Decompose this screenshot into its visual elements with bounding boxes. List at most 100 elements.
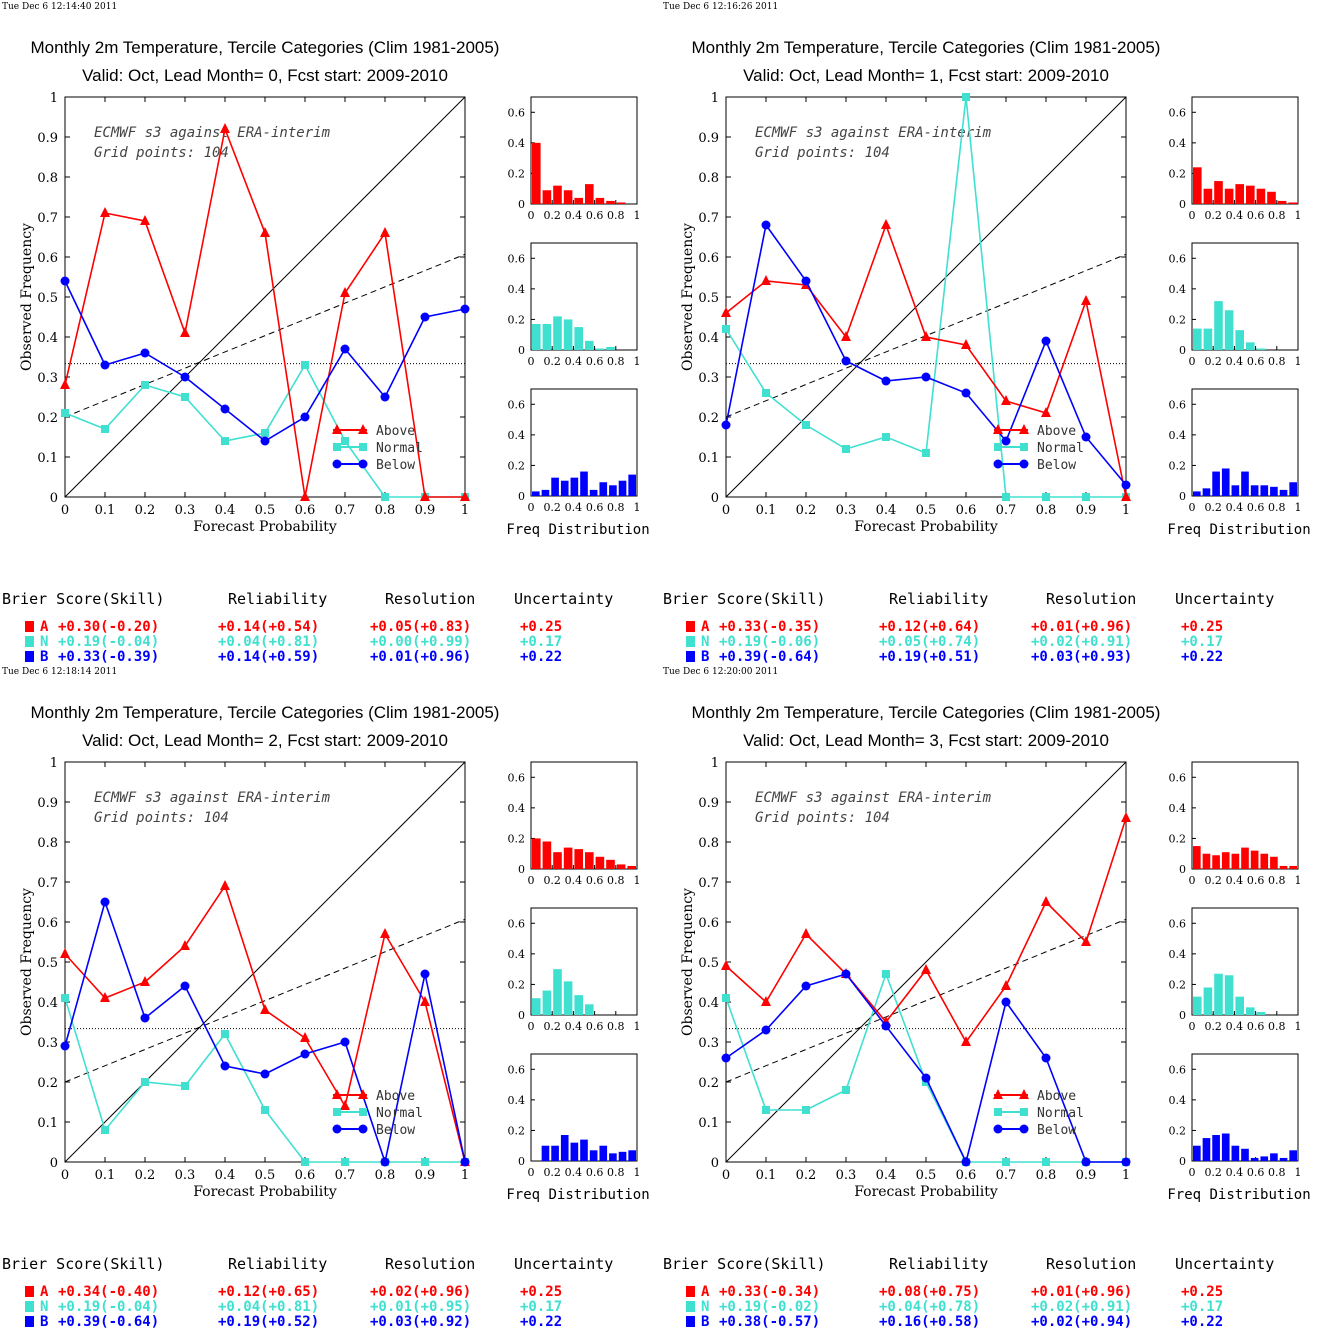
data-point-below	[881, 376, 891, 386]
hist-x-tick-label: 0.8	[1268, 1166, 1286, 1179]
score-category-swatch	[686, 651, 695, 662]
data-point-above	[721, 960, 731, 970]
y-tick-label: 0.1	[698, 451, 719, 466]
score-category-swatch	[25, 1301, 34, 1312]
hist-y-tick-label: 0.2	[508, 459, 526, 472]
hist-y-tick-label: 0.2	[508, 832, 526, 845]
histogram-bar	[542, 324, 552, 350]
histogram-bar	[553, 316, 562, 350]
histogram-bar	[589, 1150, 598, 1161]
data-point-normal	[261, 429, 269, 437]
score-category-swatch	[686, 1301, 695, 1312]
y-tick-label: 0.2	[698, 411, 719, 426]
histogram-bar	[1231, 853, 1240, 869]
data-point-above	[180, 940, 190, 950]
hist-x-tick-label: 0.6	[586, 1020, 604, 1033]
x-tick-label: 0.7	[996, 1168, 1017, 1183]
hist-x-tick-label: 0.2	[1204, 209, 1222, 222]
hist-x-tick-label: 0.8	[1268, 874, 1286, 887]
data-point-normal	[1002, 1158, 1010, 1166]
data-point-below	[220, 404, 230, 414]
histogram-bar	[542, 190, 552, 204]
chart-title: Monthly 2m Temperature, Tercile Categori…	[692, 703, 1161, 722]
histogram-bar	[1241, 471, 1249, 496]
hist-y-tick-label: 0.6	[1169, 1063, 1187, 1076]
legend-label-normal: Normal	[376, 1106, 423, 1121]
data-point-normal	[1082, 493, 1090, 501]
hist-x-tick-label: 0.2	[543, 1020, 561, 1033]
data-point-normal	[221, 437, 229, 445]
hist-x-tick-label: 0	[528, 1020, 535, 1033]
score-header: Reliability	[228, 1255, 327, 1273]
x-tick-label: 0.7	[996, 503, 1017, 518]
legend-label-below: Below	[1037, 458, 1076, 473]
y-tick-label: 0	[711, 491, 719, 506]
y-tick-label: 0.8	[37, 836, 58, 851]
score-value: +0.25	[520, 619, 562, 635]
data-point-below	[801, 276, 811, 286]
score-header: Uncertainty	[1175, 590, 1274, 608]
histogram-bar	[595, 197, 605, 204]
hist-y-tick-label: 0.6	[508, 106, 526, 119]
hist-y-tick-label: 0.4	[508, 802, 526, 815]
chart-title: Monthly 2m Temperature, Tercile Categori…	[31, 38, 500, 57]
histogram-bar	[551, 477, 559, 496]
data-point-below	[180, 981, 190, 991]
hist-y-tick-label: 0.4	[1169, 1094, 1187, 1107]
histogram-bar	[563, 847, 573, 869]
x-tick-label: 0.5	[916, 1168, 937, 1183]
x-axis-label: Forecast Probability	[193, 1184, 337, 1200]
histogram-bar	[618, 480, 627, 496]
histogram-bar	[1235, 184, 1244, 204]
histogram-above: 00.20.40.60 0.2 0.4 0.6 0.8 1	[508, 96, 641, 222]
score-category-letter: N	[40, 1299, 48, 1315]
hist-y-tick-label: 0.6	[508, 398, 526, 411]
score-value: +0.30(-0.20)	[58, 619, 159, 635]
hist-y-tick-label: 0.6	[508, 252, 526, 265]
data-point-above	[801, 928, 811, 938]
score-table: Brier Score(Skill) Reliability Resolution U…	[2, 1255, 613, 1330]
score-value: +0.08(+0.75)	[879, 1284, 980, 1300]
data-point-normal	[341, 1158, 349, 1166]
y-tick-label: 0.8	[37, 171, 58, 186]
histogram-bar	[1193, 491, 1201, 496]
y-tick-label: 1	[711, 756, 719, 771]
x-tick-label: 0.2	[796, 503, 817, 518]
data-point-below	[300, 1049, 310, 1059]
histogram-bar	[574, 849, 583, 869]
y-tick-label: 0.6	[698, 251, 719, 266]
histogram-bar	[580, 471, 588, 496]
histogram-bar	[1277, 200, 1287, 204]
hist-x-tick-label: 0.8	[607, 1020, 625, 1033]
data-point-below	[841, 969, 851, 979]
perfect-reliability-line	[725, 96, 1127, 498]
hist-y-tick-label: 0.4	[508, 283, 526, 296]
histogram-bar	[1221, 1133, 1230, 1161]
data-point-below	[921, 372, 931, 382]
hist-y-tick-label: 0	[518, 344, 525, 357]
histogram-bar	[532, 998, 541, 1015]
data-point-normal	[1042, 1158, 1050, 1166]
data-point-above	[1121, 812, 1131, 822]
x-axis-label: Forecast Probability	[854, 1184, 998, 1200]
x-tick-label: 0.6	[956, 503, 977, 518]
score-value: +0.19(-0.04)	[58, 634, 159, 650]
hist-x-tick-label: 0.2	[1204, 355, 1222, 368]
score-value: +0.17	[1181, 634, 1223, 650]
score-header: Resolution	[385, 590, 475, 608]
hist-x-tick-label: 0.4	[565, 355, 583, 368]
y-tick-label: 0.1	[37, 451, 58, 466]
data-point-below	[1081, 1157, 1091, 1167]
data-point-below	[1041, 336, 1051, 346]
legend-marker-below	[358, 459, 368, 469]
y-tick-label: 0	[50, 1156, 58, 1171]
legend-marker-above	[1019, 424, 1029, 434]
histogram-bar	[1279, 489, 1288, 496]
data-point-below	[721, 420, 731, 430]
hist-y-tick-label: 0	[1179, 863, 1186, 876]
legend-marker-above	[358, 424, 368, 434]
score-table: Brier Score(Skill) Reliability Resolution U…	[2, 590, 613, 665]
legend-marker-below	[993, 459, 1003, 469]
hist-y-tick-label: 0.6	[1169, 771, 1187, 784]
score-category-swatch	[686, 636, 695, 647]
